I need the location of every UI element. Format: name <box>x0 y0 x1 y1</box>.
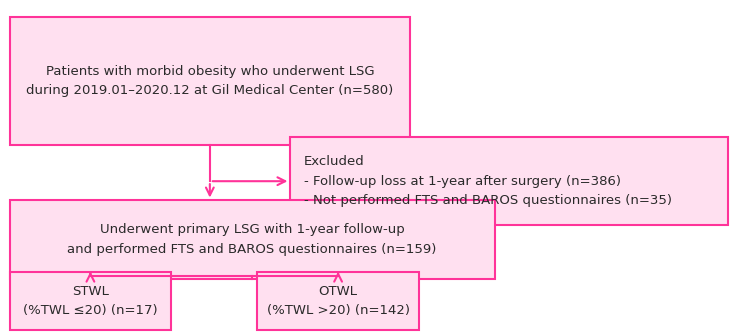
FancyBboxPatch shape <box>10 17 410 145</box>
Text: OTWL
(%TWL >20) (n=142): OTWL (%TWL >20) (n=142) <box>267 285 409 317</box>
FancyBboxPatch shape <box>257 272 419 330</box>
Text: Underwent primary LSG with 1-year follow-up
and performed FTS and BAROS question: Underwent primary LSG with 1-year follow… <box>68 223 437 256</box>
FancyBboxPatch shape <box>10 272 171 330</box>
Text: Excluded
- Follow-up loss at 1-year after surgery (n=386)
- Not performed FTS an: Excluded - Follow-up loss at 1-year afte… <box>304 155 672 207</box>
FancyBboxPatch shape <box>290 137 728 225</box>
Text: STWL
(%TWL ≤20) (n=17): STWL (%TWL ≤20) (n=17) <box>23 285 158 317</box>
FancyBboxPatch shape <box>10 200 495 279</box>
Text: Patients with morbid obesity who underwent LSG
during 2019.01–2020.12 at Gil Med: Patients with morbid obesity who underwe… <box>26 65 393 97</box>
